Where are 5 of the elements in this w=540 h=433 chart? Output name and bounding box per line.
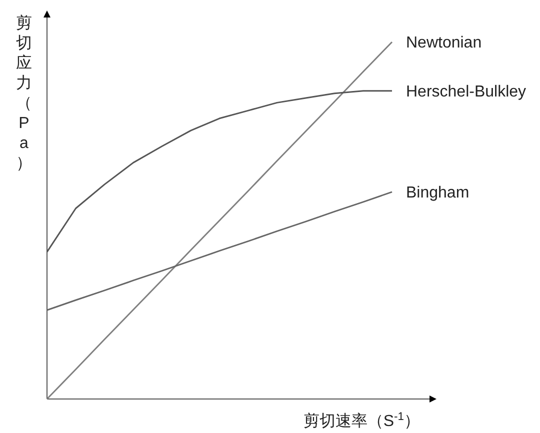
series-label: Newtonian <box>406 34 482 52</box>
series-label: Herschel-Bulkley <box>406 84 526 101</box>
x-axis-title: 剪切速率（S$^{-1}$） <box>303 411 420 430</box>
series-label: Bingham <box>406 184 470 202</box>
y-axis-title: 剪切应力（Pa） <box>16 14 32 172</box>
